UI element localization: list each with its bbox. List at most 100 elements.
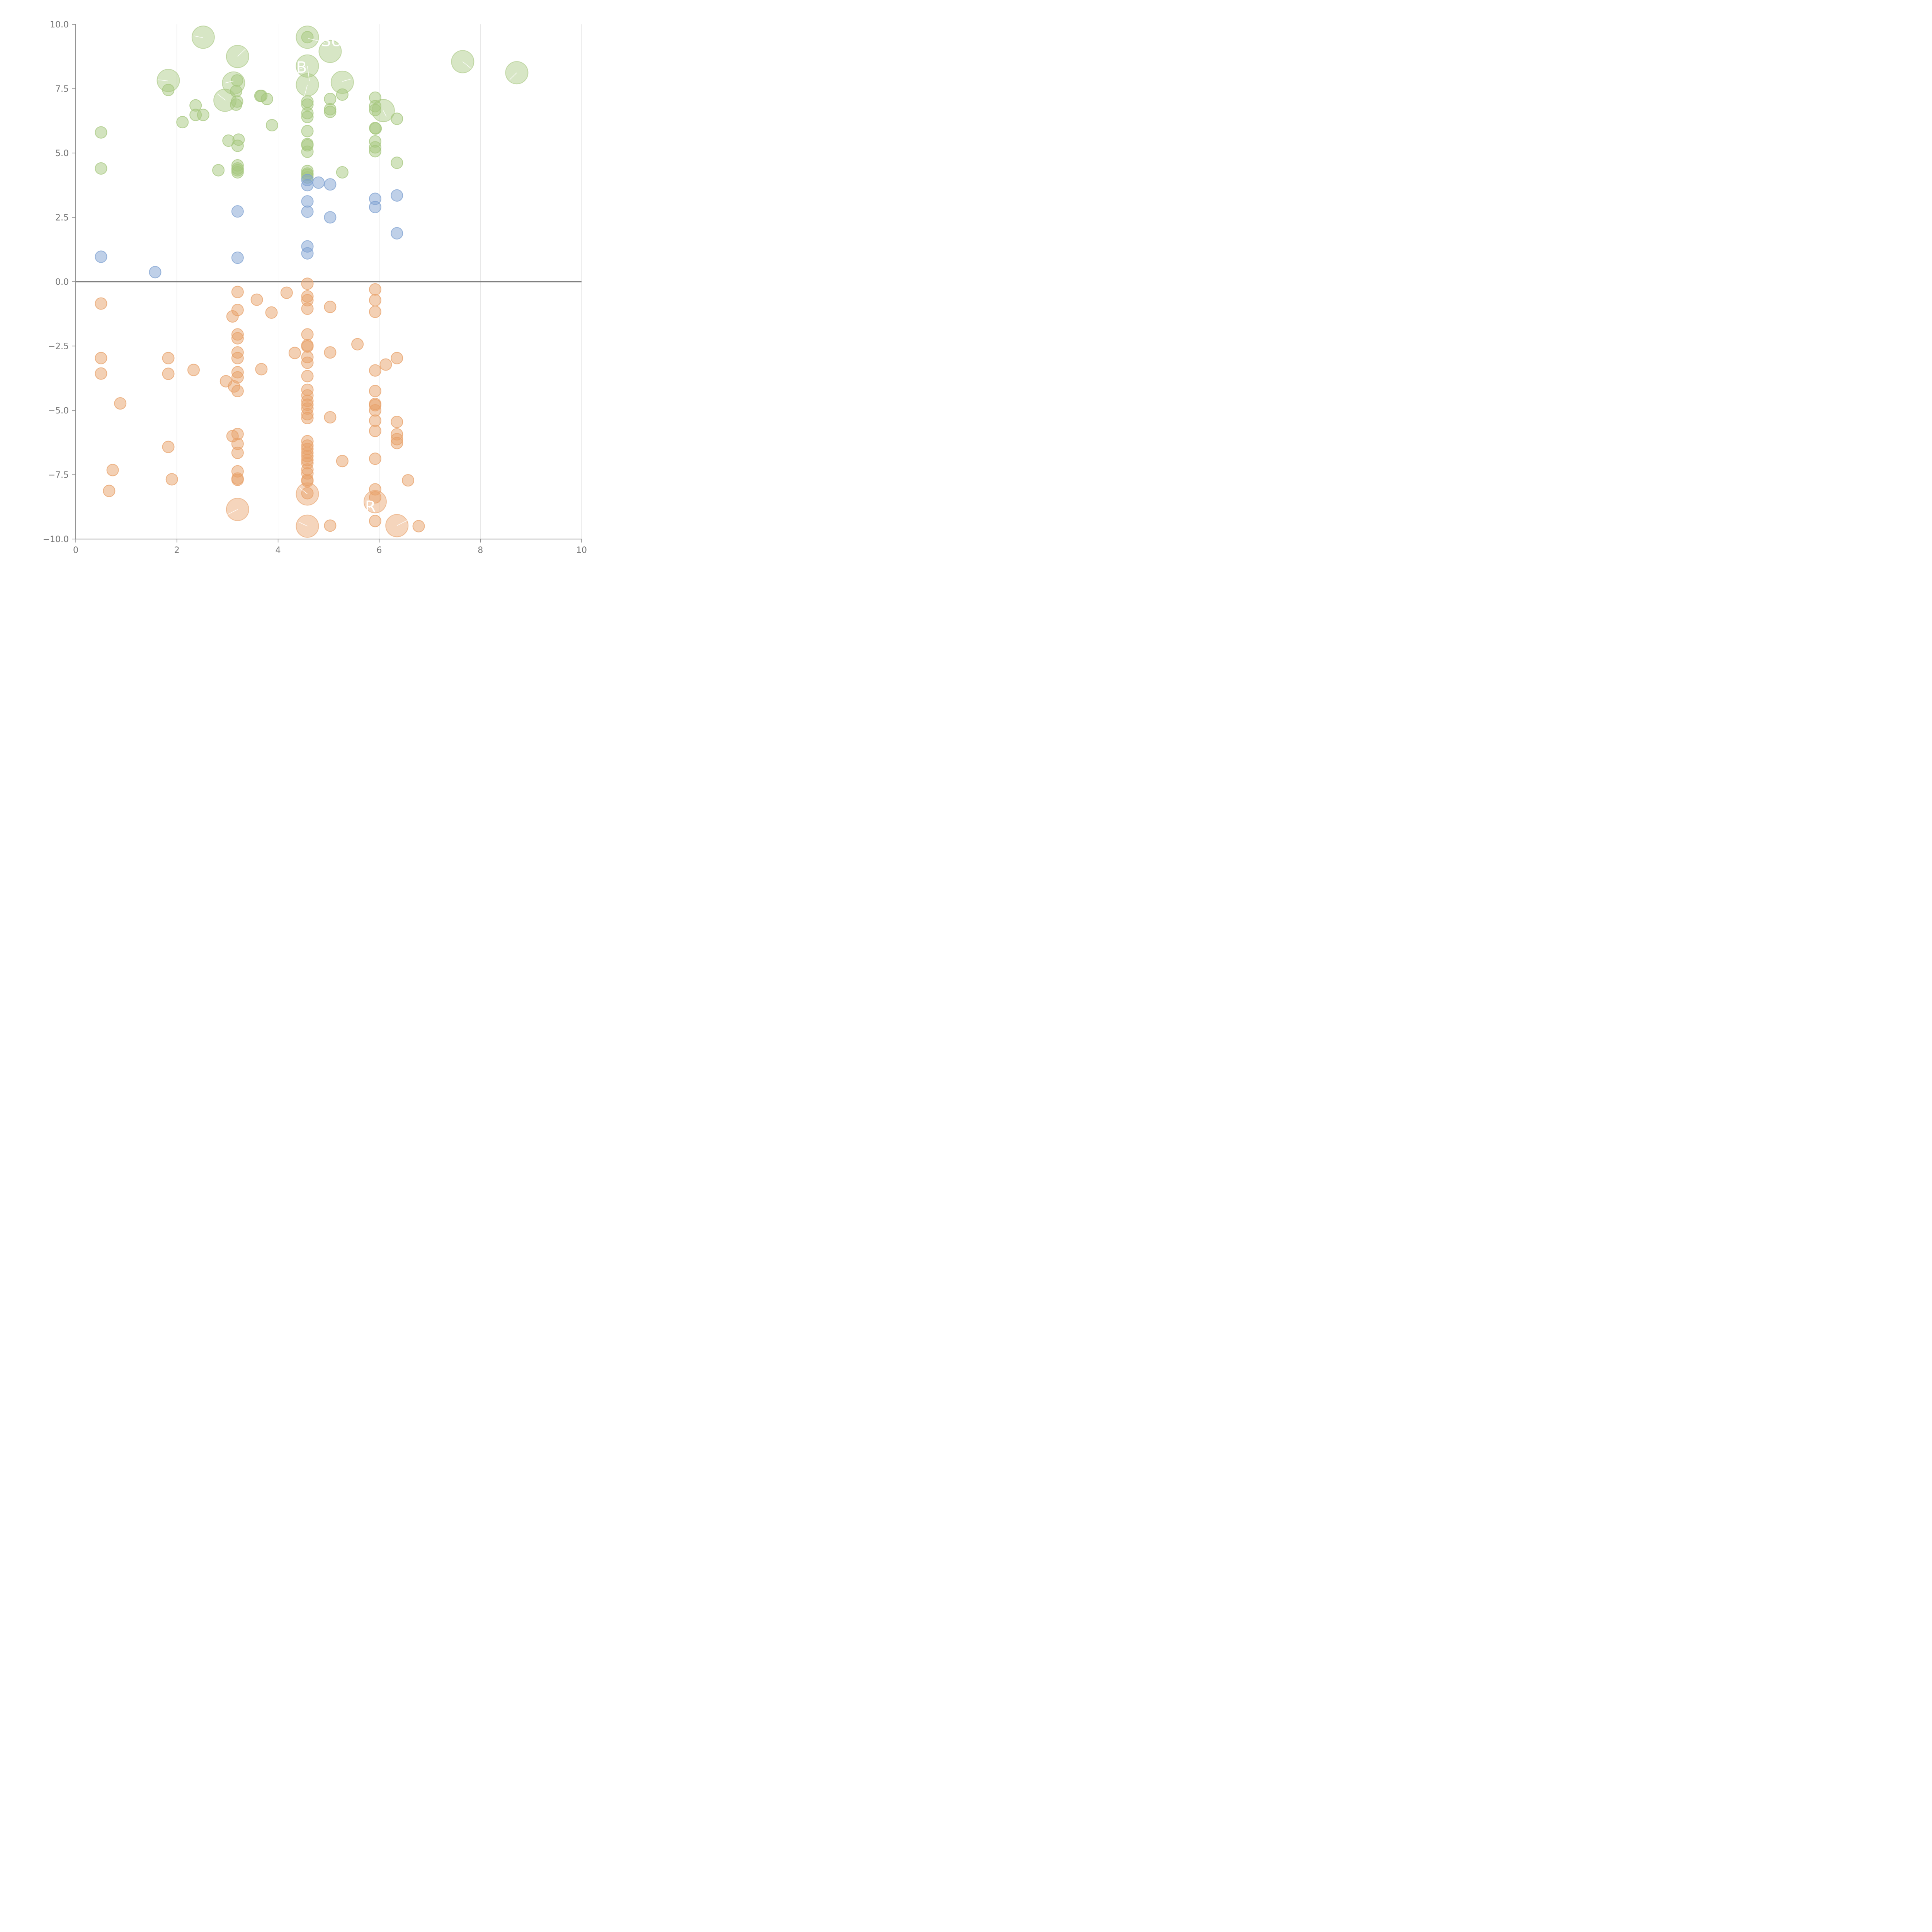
leader-line xyxy=(237,48,246,57)
green-data-point xyxy=(260,93,273,105)
x-tick-label: 10 xyxy=(576,546,587,555)
orange-data-point xyxy=(301,487,314,500)
orange-data-point xyxy=(231,473,244,486)
callout-leader xyxy=(300,66,306,69)
orange-data-point xyxy=(95,352,107,364)
y-tick-label: 5.0 xyxy=(55,149,69,158)
green-data-point xyxy=(212,164,225,177)
blue-data-point xyxy=(301,247,314,260)
leader-line xyxy=(509,72,517,80)
green-data-point xyxy=(231,95,243,108)
blue-data-point xyxy=(95,250,107,263)
blue-data-point xyxy=(301,179,314,192)
orange-data-point xyxy=(95,297,107,310)
leader-line xyxy=(157,79,168,82)
y-tick-label: −10.0 xyxy=(43,535,69,544)
green-data-point xyxy=(369,122,382,135)
orange-data-point xyxy=(301,302,314,315)
green-data-point xyxy=(231,139,244,152)
green-data-point xyxy=(391,156,403,169)
orange-data-point xyxy=(369,305,381,318)
orange-data-point xyxy=(336,455,349,468)
orange-data-point xyxy=(114,397,127,410)
green-highlight-point xyxy=(296,26,319,49)
x-tick-label: 2 xyxy=(174,546,180,555)
callout-layer: SU B R xyxy=(157,32,517,527)
orange-data-point xyxy=(187,364,200,376)
callout-label: SU xyxy=(321,32,342,50)
orange-data-point xyxy=(391,415,403,428)
orange-data-point xyxy=(301,277,314,290)
leader-line xyxy=(227,509,238,515)
orange-data-point xyxy=(369,283,381,296)
green-data-point xyxy=(301,111,314,123)
green-data-point xyxy=(369,145,381,158)
orange-data-point xyxy=(231,304,244,316)
leader-line xyxy=(342,78,352,82)
orange-data-point xyxy=(324,519,337,532)
orange-data-point xyxy=(301,356,314,369)
orange-data-point xyxy=(95,367,107,380)
leader-line xyxy=(224,80,234,83)
orange-data-point xyxy=(301,328,314,341)
green-highlight-point xyxy=(191,26,215,49)
blue-data-point xyxy=(369,201,381,213)
y-tick-label: 0.0 xyxy=(55,277,69,287)
axis-layer: 0 2 4 6 8 10 −10.0 −7.5 −5.0 −2.5 0.0 2.5 5.0 7.5 10.0 xyxy=(43,20,587,555)
orange-data-point xyxy=(106,464,119,476)
orange-data-point xyxy=(301,412,314,424)
leader-line xyxy=(299,487,308,495)
orange-data-point xyxy=(288,347,301,359)
y-tick-label: −5.0 xyxy=(48,406,69,416)
green-highlight-point xyxy=(318,39,342,63)
orange-data-point xyxy=(369,515,381,527)
orange-data-point xyxy=(162,440,175,453)
y-tick-label: −2.5 xyxy=(48,342,69,352)
blue-data-point xyxy=(231,205,244,218)
leader-line xyxy=(194,36,204,38)
orange-data-point xyxy=(351,338,364,350)
green-data-point xyxy=(301,31,314,44)
blue-data-point xyxy=(324,178,337,191)
orange-data-point xyxy=(265,306,278,319)
leader-line xyxy=(299,522,308,527)
orange-data-point xyxy=(250,293,263,306)
orange-data-point xyxy=(231,446,244,459)
orange-data-point xyxy=(301,340,314,353)
y-tick-label: 7.5 xyxy=(55,85,69,94)
leader-line xyxy=(396,520,407,526)
y-tick-label: 2.5 xyxy=(55,213,69,223)
green-highlight-point xyxy=(156,69,180,92)
y-tick-label: −7.5 xyxy=(48,471,69,480)
x-tick-label: 8 xyxy=(478,546,483,555)
orange-data-point xyxy=(231,332,244,345)
green-data-point xyxy=(176,116,189,129)
green-data-point xyxy=(324,93,337,105)
orange-data-point xyxy=(280,286,293,299)
blue-data-point xyxy=(324,211,337,224)
leader-line xyxy=(217,94,226,101)
orange-data-point xyxy=(231,371,244,384)
callout-leader xyxy=(308,38,325,43)
x-tick-label: 0 xyxy=(73,546,78,555)
orange-data-point xyxy=(162,352,175,364)
orange-data-point xyxy=(231,352,244,364)
orange-data-point xyxy=(162,367,175,380)
orange-data-point xyxy=(369,452,381,465)
green-data-point xyxy=(95,162,107,175)
orange-data-point xyxy=(369,404,381,417)
leader-line xyxy=(307,66,310,81)
blue-data-point xyxy=(301,195,314,208)
green-data-point xyxy=(324,105,337,118)
leader-line xyxy=(383,110,387,117)
orange-data-point xyxy=(369,294,381,306)
orange-data-point xyxy=(391,437,403,449)
orange-data-point xyxy=(412,520,425,532)
scatter-chart: 0 2 4 6 8 10 −10.0 −7.5 −5.0 −2.5 0.0 2.5 5.0 7.5 10.0… xyxy=(43,20,587,555)
leader-line xyxy=(462,61,472,69)
blue-data-point xyxy=(391,189,403,202)
chart-root: 0 2 4 6 8 10 −10.0 −7.5 −5.0 −2.5 0.0 2.5 5.0 7.5 10.0… xyxy=(0,0,601,601)
green-data-point xyxy=(197,109,209,121)
orange-data-point xyxy=(369,364,381,377)
blue-data-point xyxy=(231,252,244,264)
